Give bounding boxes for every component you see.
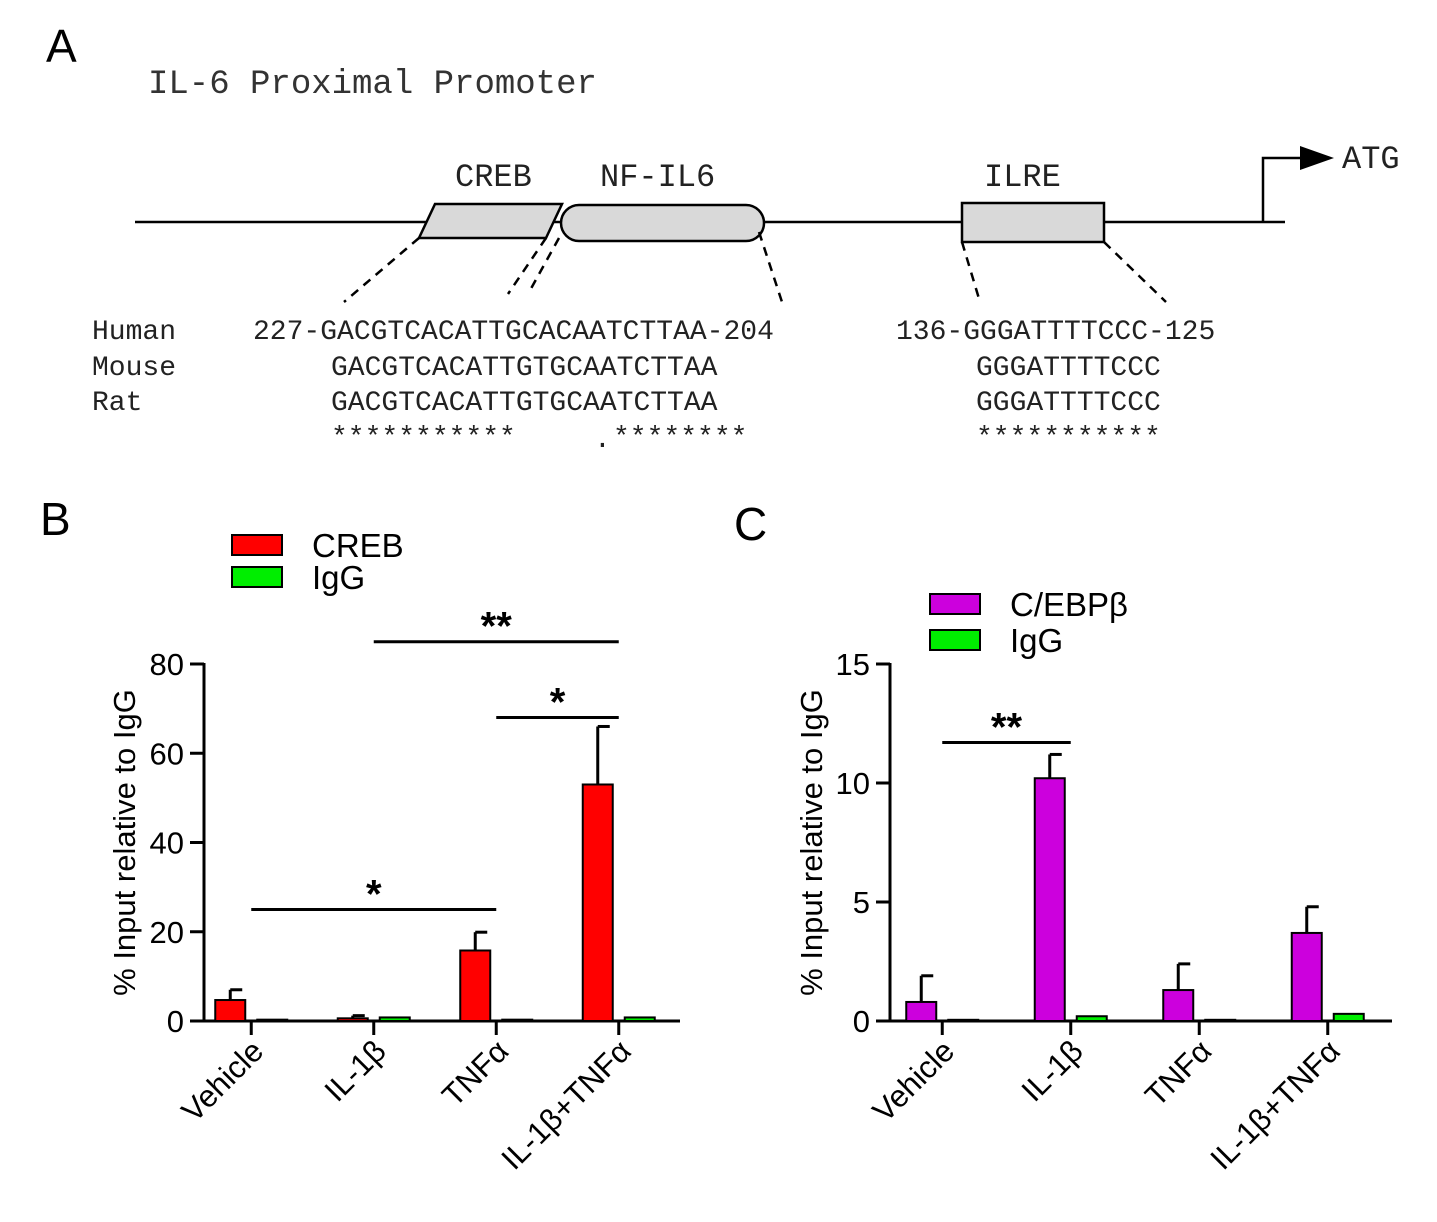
ilre-element (960, 201, 1106, 244)
panel-b-letter: B (40, 493, 71, 545)
chart-c-significance-label: ** (991, 706, 1023, 750)
nf-il6-element (559, 203, 766, 243)
chart-b-significance-label: * (550, 681, 566, 725)
species-human: Human (92, 317, 176, 348)
chart-c-bar-c-ebp- (1033, 777, 1066, 1022)
chart-c-legend-label: IgG (1010, 622, 1063, 659)
chart-c: 0 5 10 15% Input relative to IgG Vehicle IL-1… (794, 586, 1392, 1176)
panel-b: B 0 20 40 60 80% Input relative to IgG Vehicl… (40, 493, 680, 1176)
chart-b-category-label: IL-1β (318, 1033, 393, 1108)
chart-b-legend-label: IgG (312, 559, 365, 596)
chart-c-category-label: IL-1β+TNFα (1203, 1033, 1346, 1176)
chart-c-y-tick-label: 5 (853, 885, 870, 920)
chart-b-y-tick-label: 0 (167, 1004, 184, 1039)
chart-b-y-tick-label: 40 (150, 826, 184, 861)
chart-b-significance-label: * (366, 872, 382, 916)
alignment-connectors (343, 231, 1167, 303)
creb-element (417, 202, 564, 240)
chart-b-bar-igg (256, 1018, 289, 1023)
promoter-title: IL-6 Proximal Promoter (148, 66, 597, 104)
chart-b-bar-igg (501, 1018, 534, 1023)
chart-c-bar-c-ebp- (905, 1000, 938, 1023)
panel-a-letter: A (46, 20, 77, 72)
rat-seq-right: GGGATTTTCCC (976, 388, 1161, 419)
chart-c-bar-igg (1075, 1015, 1108, 1022)
mouse-seq-right: GGGATTTTCCC (976, 353, 1161, 384)
chart-b-category-label: TNFα (435, 1033, 515, 1113)
chart-b-legend-swatch (231, 566, 283, 588)
chart-b-legend-label: CREB (312, 527, 404, 564)
chart-c-bar-igg (1332, 1012, 1365, 1022)
chart-c-bar-c-ebp- (1162, 989, 1195, 1022)
chart-b-bar-creb (214, 999, 247, 1022)
ilre-label: ILRE (984, 159, 1061, 196)
chart-c-category-label: Vehicle (866, 1033, 961, 1128)
chart-b-y-tick-label: 80 (150, 647, 184, 682)
chart-c-y-tick-label: 10 (836, 766, 870, 801)
panel-a: A IL-6 Proximal Promoter ATG CREB NF-IL6… (46, 20, 1400, 456)
chart-b-y-tick-label: 60 (150, 736, 184, 771)
rat-seq-left: GACGTCACATTGTGCAATCTTAA (331, 388, 718, 419)
chart-c-category-label: TNFα (1138, 1033, 1218, 1113)
chart-c-y-tick-label: 15 (836, 647, 870, 682)
chart-c-bar-c-ebp- (1290, 931, 1323, 1022)
chart-b-significance-label: ** (481, 605, 513, 649)
human-seq-right: 136-GGGATTTTCCC-125 (896, 317, 1215, 348)
nf-il6-label: NF-IL6 (600, 159, 715, 196)
chart-c-bar-igg (947, 1018, 980, 1022)
mouse-seq-left: GACGTCACATTGTGCAATCTTAA (331, 353, 718, 384)
conservation-dot: . (594, 425, 611, 456)
species-rat: Rat (92, 388, 142, 419)
chart-b-y-axis-title: % Input relative to IgG (107, 689, 142, 996)
species-mouse: Mouse (92, 353, 176, 384)
chart-b-bar-igg (378, 1016, 411, 1022)
transcription-start-arrow (1261, 156, 1310, 222)
chart-b-category-label: IL-1β+TNFα (494, 1033, 637, 1176)
chart-c-legend-label: C/EBPβ (1010, 586, 1128, 623)
chart-c-category-label: IL-1β (1015, 1033, 1090, 1108)
chart-c-legend-swatch (929, 593, 981, 615)
chart-b-category-label: Vehicle (175, 1033, 270, 1128)
chart-b-bar-igg (623, 1016, 656, 1022)
chart-c-y-axis-title: % Input relative to IgG (794, 689, 829, 996)
conservation-left-a: *********** (331, 423, 516, 454)
chart-c-legend-swatch (929, 629, 981, 651)
chart-b-legend-swatch (231, 534, 283, 556)
creb-label: CREB (455, 159, 532, 196)
panel-c-letter: C (734, 498, 767, 550)
conservation-right: *********** (976, 423, 1161, 454)
panel-c: C 0 5 10 15% Input relative to IgG Vehicle IL… (734, 498, 1392, 1176)
chart-b-bar-creb (581, 783, 614, 1022)
arrow-head-icon (1300, 146, 1334, 170)
chart-c-bar-igg (1204, 1018, 1237, 1022)
chart-b: 0 20 40 60 80% Input relative to IgG Vehicle I… (107, 527, 680, 1176)
chart-c-y-tick-label: 0 (853, 1004, 870, 1039)
chart-b-bar-creb (336, 1017, 369, 1023)
conservation-left-b: ******** (613, 423, 747, 454)
atg-label: ATG (1342, 141, 1400, 178)
chart-b-y-tick-label: 20 (150, 915, 184, 950)
chart-b-bar-creb (459, 949, 492, 1022)
human-seq-left: 227-GACGTCACATTGCACAATCTTAA-204 (253, 317, 774, 348)
